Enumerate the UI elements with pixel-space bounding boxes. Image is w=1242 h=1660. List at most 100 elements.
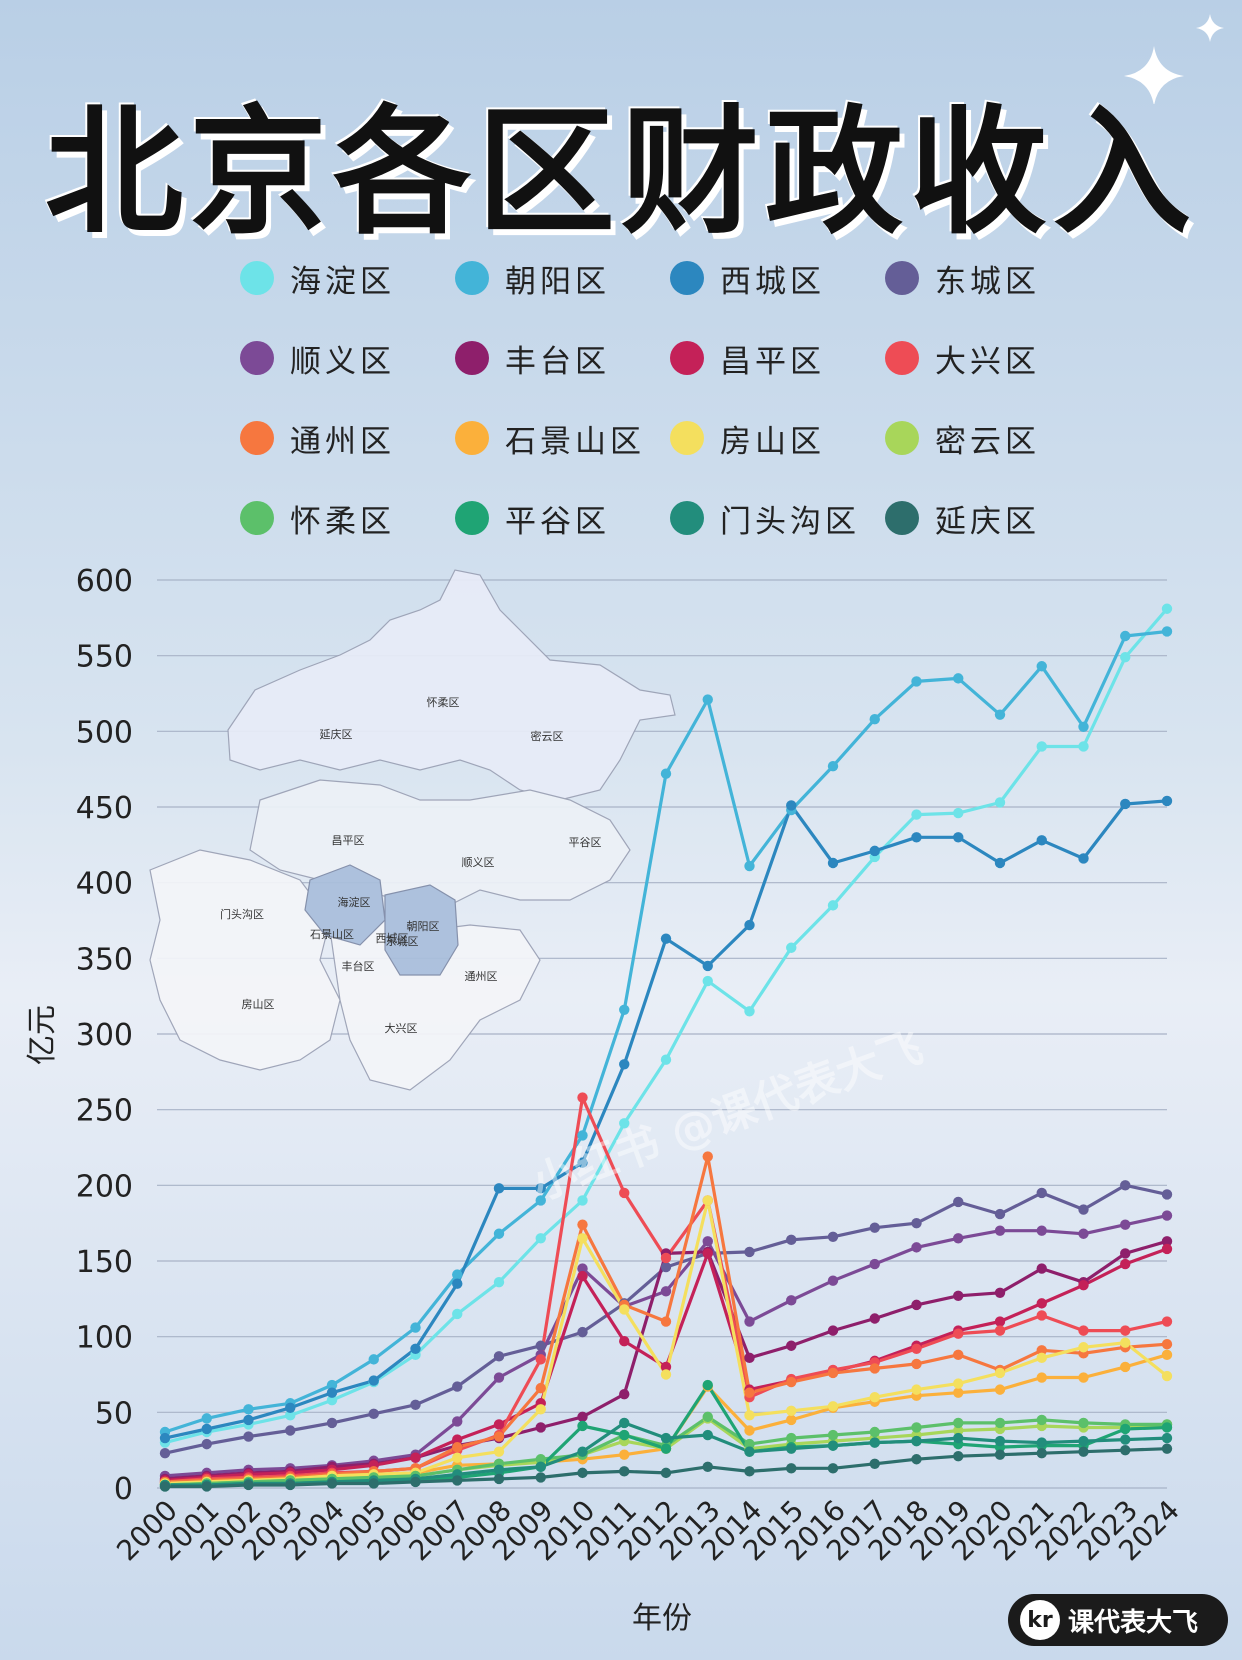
y-axis-label: 亿元	[25, 1005, 60, 1065]
map-north-region	[227, 569, 676, 801]
data-point	[326, 1395, 338, 1406]
data-point	[535, 1233, 546, 1244]
data-point	[994, 1325, 1006, 1336]
data-point	[1161, 795, 1173, 807]
legend-swatch	[670, 501, 704, 535]
data-point	[869, 1458, 880, 1469]
data-point	[1036, 1310, 1047, 1321]
chart-title: 北京各区财政收入	[44, 92, 1197, 253]
data-point	[1036, 1447, 1047, 1459]
data-point	[786, 1443, 797, 1454]
data-point	[1120, 1180, 1131, 1191]
legend-item: 石景山区	[455, 418, 645, 460]
data-point	[953, 1290, 964, 1302]
data-point	[702, 1236, 713, 1247]
data-point	[911, 1217, 922, 1229]
data-point	[577, 1420, 588, 1432]
x-axis-label: 年份	[632, 1601, 692, 1636]
map-district-label: 房山区	[242, 998, 275, 1011]
data-point	[452, 1278, 463, 1289]
data-point	[953, 1233, 964, 1244]
data-point	[577, 1411, 588, 1423]
map-district-label: 昌平区	[332, 834, 365, 847]
data-point	[1036, 1225, 1047, 1236]
data-point	[452, 1441, 463, 1453]
data-point	[827, 1325, 839, 1336]
legend-swatch	[885, 421, 919, 455]
data-point	[1161, 1432, 1173, 1444]
data-point	[702, 1461, 713, 1473]
legend-item: 朝阳区	[455, 258, 610, 300]
data-point	[1161, 1236, 1173, 1247]
legend-item: 延庆区	[885, 498, 1040, 540]
legend-item: 丰台区	[455, 338, 610, 380]
legend-label: 海淀区	[290, 263, 395, 300]
data-point	[1120, 1258, 1131, 1270]
y-tick-label: 450	[76, 791, 133, 826]
data-point	[1120, 1219, 1131, 1230]
data-point	[1161, 1243, 1173, 1255]
data-point	[493, 1431, 505, 1442]
data-point	[953, 832, 964, 843]
data-point	[827, 1367, 839, 1379]
data-point	[452, 1475, 463, 1486]
data-point	[493, 1464, 505, 1476]
data-point	[660, 1252, 672, 1264]
map-district-label: 丰台区	[342, 959, 375, 973]
data-point	[159, 1432, 171, 1444]
data-point	[452, 1381, 463, 1392]
y-tick-label: 200	[76, 1169, 133, 1204]
data-point	[953, 1378, 964, 1389]
data-point	[285, 1425, 296, 1436]
data-point	[660, 1286, 672, 1297]
data-point	[1161, 1316, 1173, 1327]
data-point	[1078, 1204, 1089, 1215]
data-point	[911, 1422, 922, 1433]
data-point	[1078, 1228, 1089, 1239]
data-point	[1036, 1187, 1047, 1199]
data-point	[619, 1429, 630, 1441]
legend-item: 东城区	[885, 258, 1040, 300]
data-point	[493, 1419, 505, 1430]
data-point	[243, 1404, 254, 1415]
data-point	[994, 709, 1006, 720]
data-point	[786, 1234, 797, 1246]
data-point	[201, 1423, 212, 1435]
map-district-label: 密云区	[531, 729, 564, 743]
legend-label: 石景山区	[505, 423, 645, 460]
legend-label: 通州区	[290, 423, 395, 460]
data-point	[660, 1369, 672, 1380]
data-point	[994, 1208, 1006, 1220]
data-point	[619, 1187, 630, 1199]
data-point	[744, 1352, 755, 1364]
data-point	[619, 1336, 630, 1347]
data-point	[827, 1275, 839, 1286]
data-point	[869, 1313, 880, 1324]
data-point	[744, 1387, 755, 1398]
data-point	[869, 1426, 880, 1438]
data-point	[577, 1195, 588, 1206]
data-point	[953, 1349, 964, 1361]
legend-swatch	[455, 341, 489, 375]
data-point	[619, 1059, 630, 1070]
data-point	[1120, 1337, 1131, 1348]
data-point	[1036, 1372, 1047, 1383]
data-point	[1036, 661, 1047, 672]
data-point	[577, 1219, 588, 1230]
data-point	[911, 809, 922, 820]
data-point	[577, 1270, 588, 1282]
legend-swatch	[885, 501, 919, 535]
data-point	[285, 1479, 296, 1491]
data-point	[619, 1449, 630, 1460]
data-point	[410, 1322, 421, 1333]
sparkle-icon	[1124, 14, 1224, 104]
data-point	[827, 1440, 839, 1451]
data-point	[786, 1414, 797, 1426]
data-point	[535, 1183, 546, 1194]
map-district-label: 石景山区	[310, 928, 354, 941]
data-point	[1161, 1339, 1173, 1350]
map-district-label: 延庆区	[320, 727, 353, 741]
legend-item: 大兴区	[885, 338, 1040, 380]
y-tick-label: 350	[76, 942, 133, 977]
data-point	[994, 1225, 1006, 1236]
